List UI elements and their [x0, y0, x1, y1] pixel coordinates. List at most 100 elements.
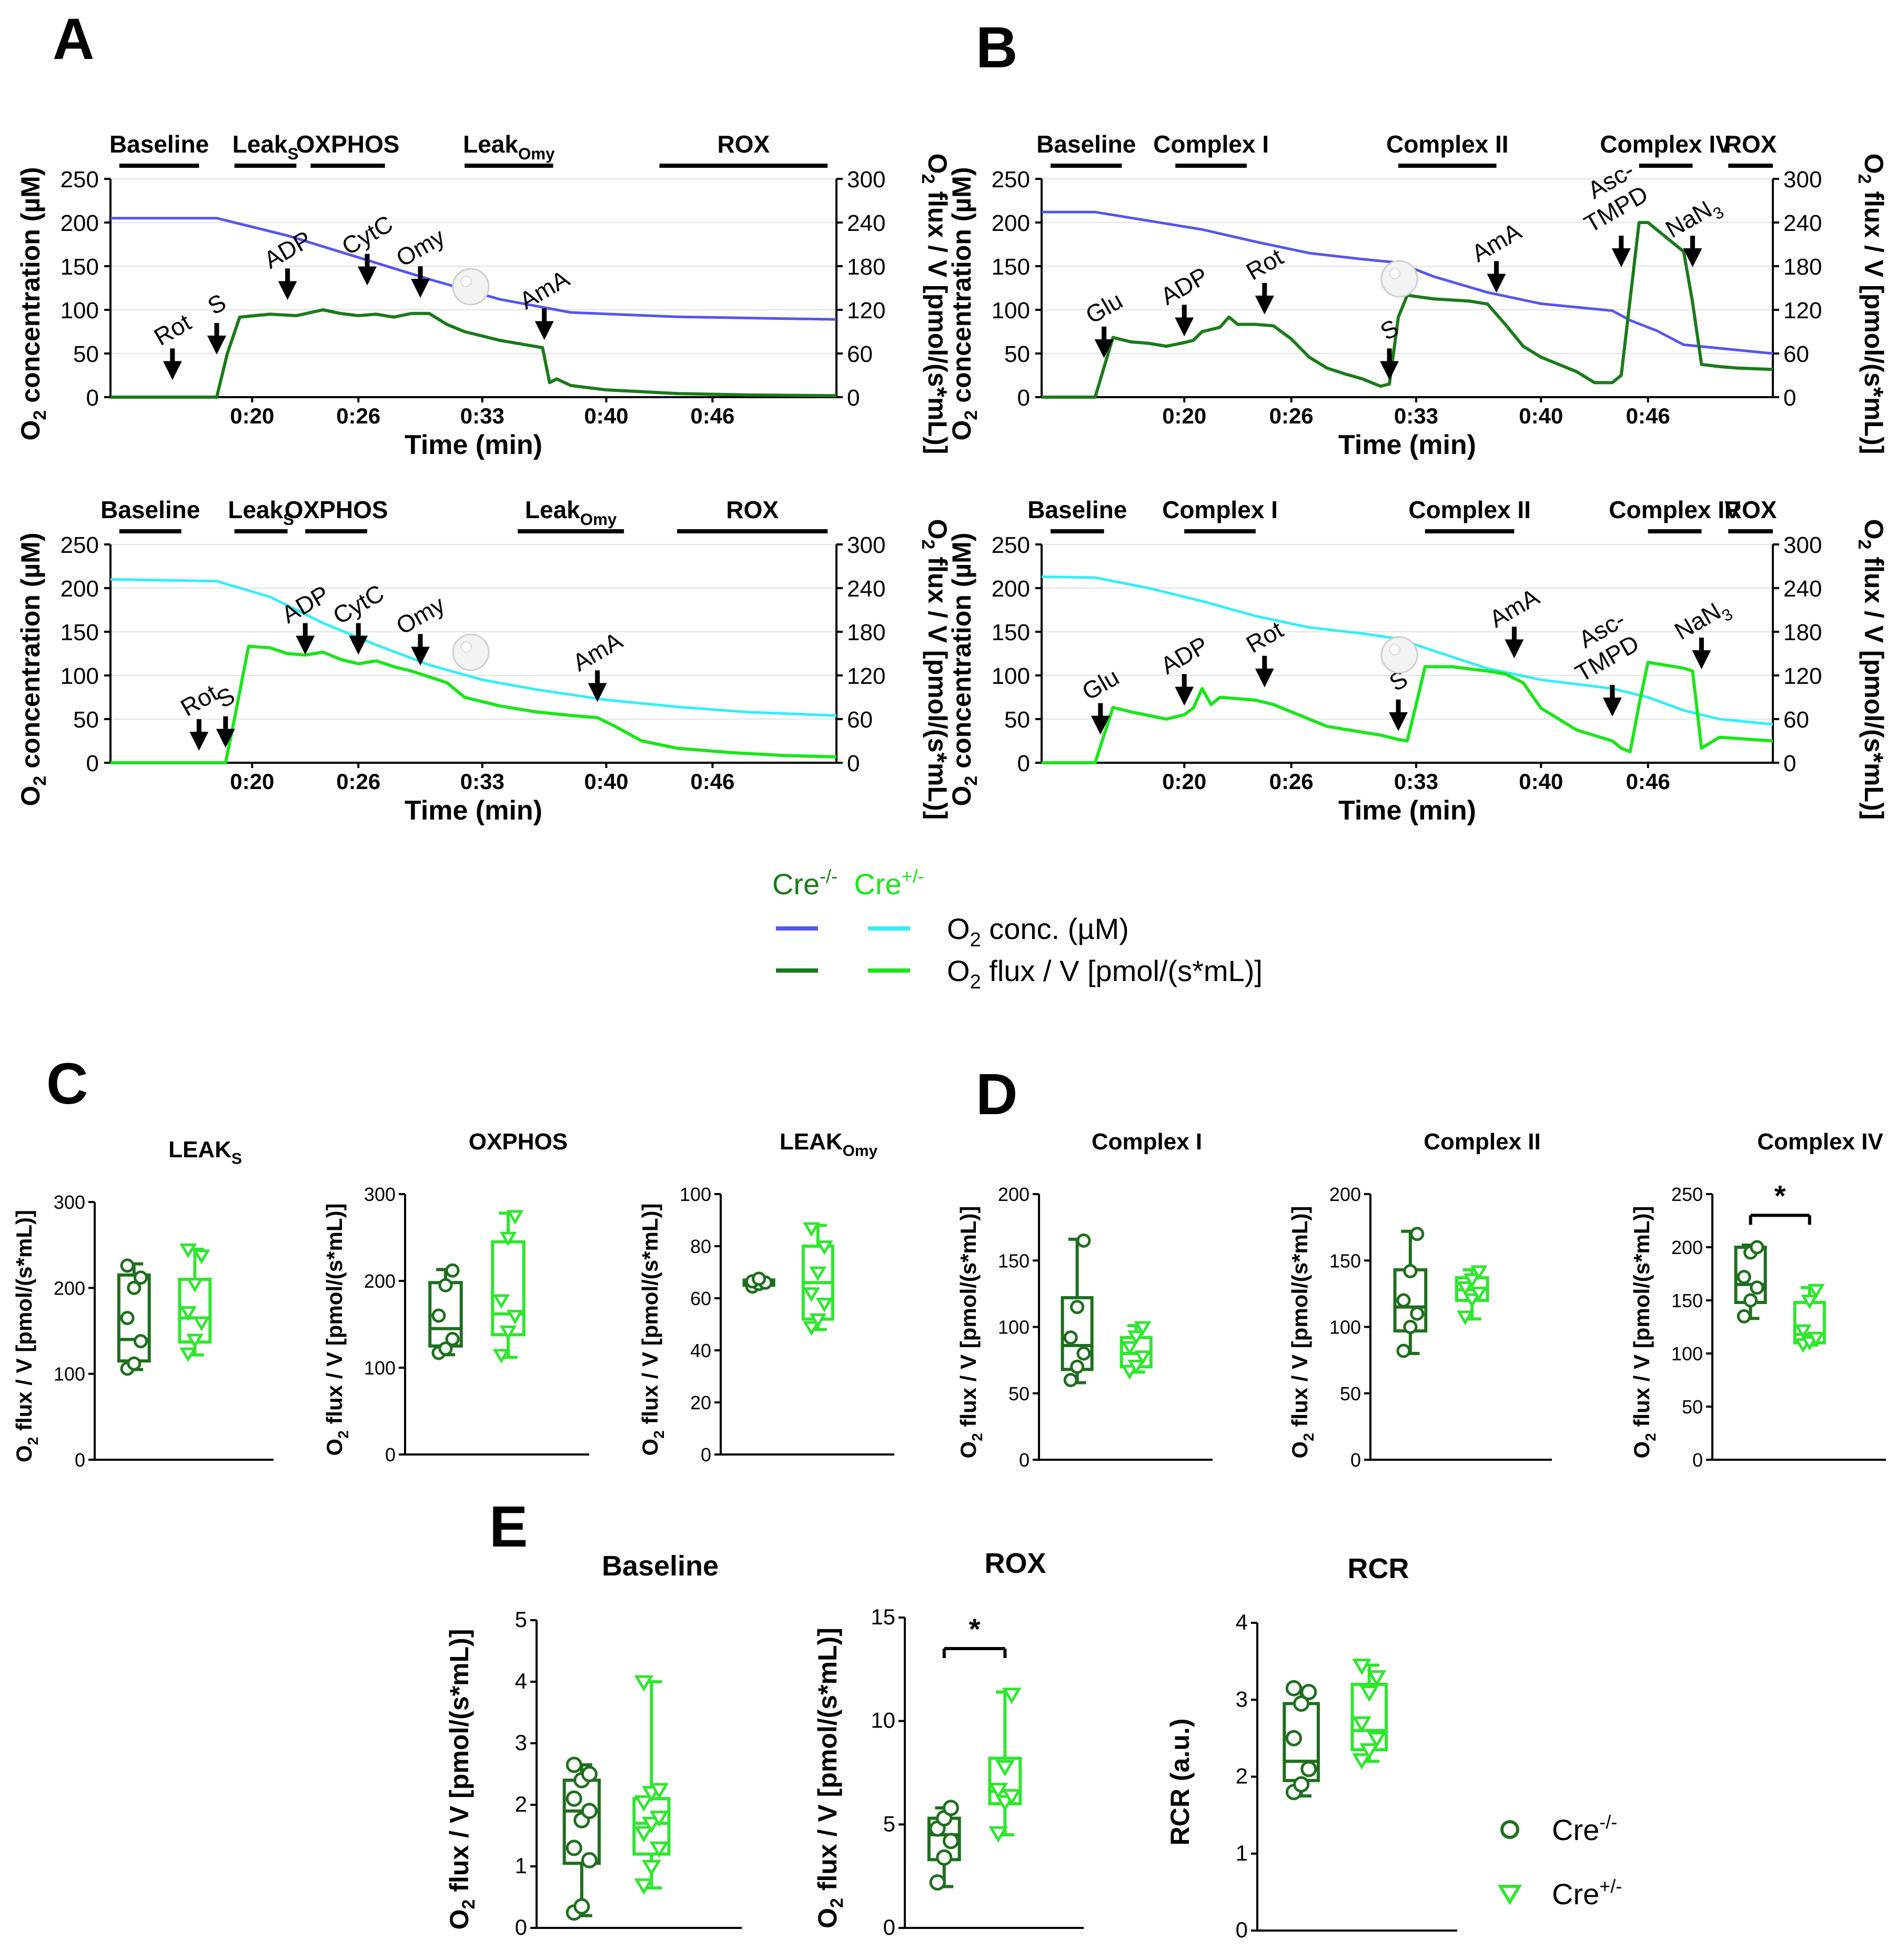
phase-label: Complex IV	[1609, 496, 1741, 523]
y-axis-label: O2 flux / V [pmol/(s*mL)]	[813, 1628, 847, 1928]
y-tick-label: 0	[1350, 1449, 1361, 1471]
phase-label: Baseline	[109, 130, 209, 158]
y-axis-label: O2 flux / V [pmol/(s*mL)]	[322, 1204, 351, 1456]
data-point	[186, 1333, 204, 1349]
y-axis-label: O2 flux / V [pmol/(s*mL)]	[956, 1206, 985, 1459]
y-tick-label: 0	[385, 1444, 396, 1466]
y-axis-label: RCR (a.u.)	[1165, 1719, 1195, 1846]
data-point	[134, 1270, 148, 1285]
data-point	[1410, 1306, 1425, 1321]
boxplot-title: LEAKS	[168, 1137, 242, 1167]
data-point	[1070, 1300, 1085, 1315]
significance-star: *	[969, 1612, 981, 1645]
panel-letter-e: E	[489, 1494, 528, 1559]
y-tick-label: 0	[1692, 1449, 1703, 1471]
o2-concentration-line	[1041, 575, 1773, 726]
x-tick-label: 0:46	[690, 769, 734, 794]
injection-label: ADP	[1156, 631, 1213, 679]
data-point	[1463, 1293, 1481, 1308]
data-point	[179, 1347, 197, 1362]
x-axis-label: Time (min)	[1338, 430, 1476, 460]
phase-label: Complex I	[1162, 496, 1278, 523]
injection-label: CytC	[337, 210, 398, 260]
data-point	[1750, 1240, 1764, 1255]
data-point	[1403, 1320, 1418, 1334]
data-point	[1367, 1732, 1387, 1749]
y-tick-label: 200	[992, 576, 1030, 602]
data-point	[1403, 1264, 1418, 1278]
y2-tick-label: 0	[847, 385, 860, 411]
y-tick-label: 10	[871, 1708, 895, 1733]
x-tick-label: 0:46	[1626, 403, 1670, 428]
y-tick-label: 200	[60, 210, 99, 236]
y-tick-label: 250	[1671, 1184, 1703, 1205]
x-tick-label: 0:26	[336, 403, 380, 428]
data-point	[492, 1294, 510, 1309]
trace-legend: Cre-/- Cre+/- O2 conc. (µM) O2 flux / V …	[772, 865, 1263, 993]
y-tick-label: 200	[60, 576, 99, 602]
data-point	[1063, 1330, 1078, 1345]
data-point	[943, 1800, 960, 1816]
injection-label: AmA	[1485, 583, 1544, 633]
y-axis-label: O2 concentration (µM)	[947, 533, 981, 806]
boxplot-oxphos: OXPHOS 0 100 200 300 O2 flux / V [pmol/(s*mL)…	[322, 1129, 589, 1466]
data-point	[634, 1675, 654, 1692]
data-point	[581, 1766, 598, 1782]
x-tick-label: 0:40	[1519, 403, 1563, 428]
x-tick-label: 0:33	[460, 769, 504, 794]
x-tick-label: 0:46	[1626, 769, 1670, 794]
legend-e-het-label: Cre+/-	[1552, 1875, 1622, 1911]
y2-tick-label: 120	[1783, 298, 1822, 324]
y-tick-label: 200	[1671, 1237, 1703, 1258]
data-point	[431, 1308, 446, 1323]
x-tick-label: 0:33	[1394, 403, 1438, 428]
data-point	[1396, 1343, 1411, 1358]
y-axis-label: O2 flux / V [pmol/(s*mL)]	[445, 1629, 479, 1930]
data-point	[1456, 1310, 1474, 1326]
y2-tick-label: 0	[1783, 385, 1796, 411]
y-tick-label: 50	[1682, 1396, 1703, 1418]
data-point	[506, 1310, 524, 1325]
y2-axis-label: O2 flux / V [pmol/(s*mL)]	[918, 154, 952, 454]
data-point	[1285, 1730, 1302, 1746]
y-axis-label: O2 concentration (µM)	[947, 167, 981, 441]
data-point	[803, 1287, 820, 1302]
data-point	[566, 1790, 582, 1807]
data-point	[134, 1334, 148, 1349]
data-point	[127, 1356, 142, 1371]
data-point	[1293, 1776, 1310, 1793]
data-point	[943, 1833, 960, 1850]
injection-label: CytC	[328, 579, 389, 630]
y-tick-label: 15	[871, 1604, 895, 1629]
y2-tick-label: 180	[1783, 620, 1822, 645]
y2-tick-label: 120	[1783, 663, 1822, 689]
data-point	[929, 1874, 946, 1891]
phase-label: Complex II	[1386, 130, 1509, 158]
data-point	[634, 1826, 654, 1843]
y-tick-label: 150	[998, 1250, 1030, 1271]
y-tick-label: 1	[1236, 1841, 1248, 1865]
boxplot-leaks: LEAKS 0 100 200 300 O2 flux / V [pmol/(s*mL)]	[12, 1137, 274, 1471]
x-axis-label: Time (min)	[1338, 795, 1476, 826]
data-point	[1750, 1280, 1764, 1295]
y-tick-label: 100	[364, 1357, 396, 1379]
injection-label: Rot	[176, 679, 222, 722]
y-tick-label: 3	[515, 1730, 527, 1755]
data-point	[1470, 1286, 1488, 1301]
data-point	[1134, 1321, 1152, 1336]
data-point	[1002, 1688, 1022, 1704]
data-point	[1070, 1359, 1085, 1374]
data-point	[506, 1210, 524, 1225]
y2-tick-label: 300	[847, 167, 885, 193]
data-point	[803, 1321, 820, 1336]
o2-flux-line	[1042, 661, 1773, 764]
y-tick-label: 100	[680, 1184, 711, 1205]
phase-label: OXPHOS	[285, 496, 388, 523]
y2-tick-label: 0	[847, 751, 860, 776]
y2-tick-label: 300	[1783, 167, 1822, 193]
y-tick-label: 100	[992, 663, 1030, 689]
data-point	[1293, 1695, 1310, 1712]
stir-bubble-icon	[452, 268, 490, 306]
y2-tick-label: 180	[847, 620, 885, 645]
y-tick-label: 300	[54, 1191, 85, 1213]
